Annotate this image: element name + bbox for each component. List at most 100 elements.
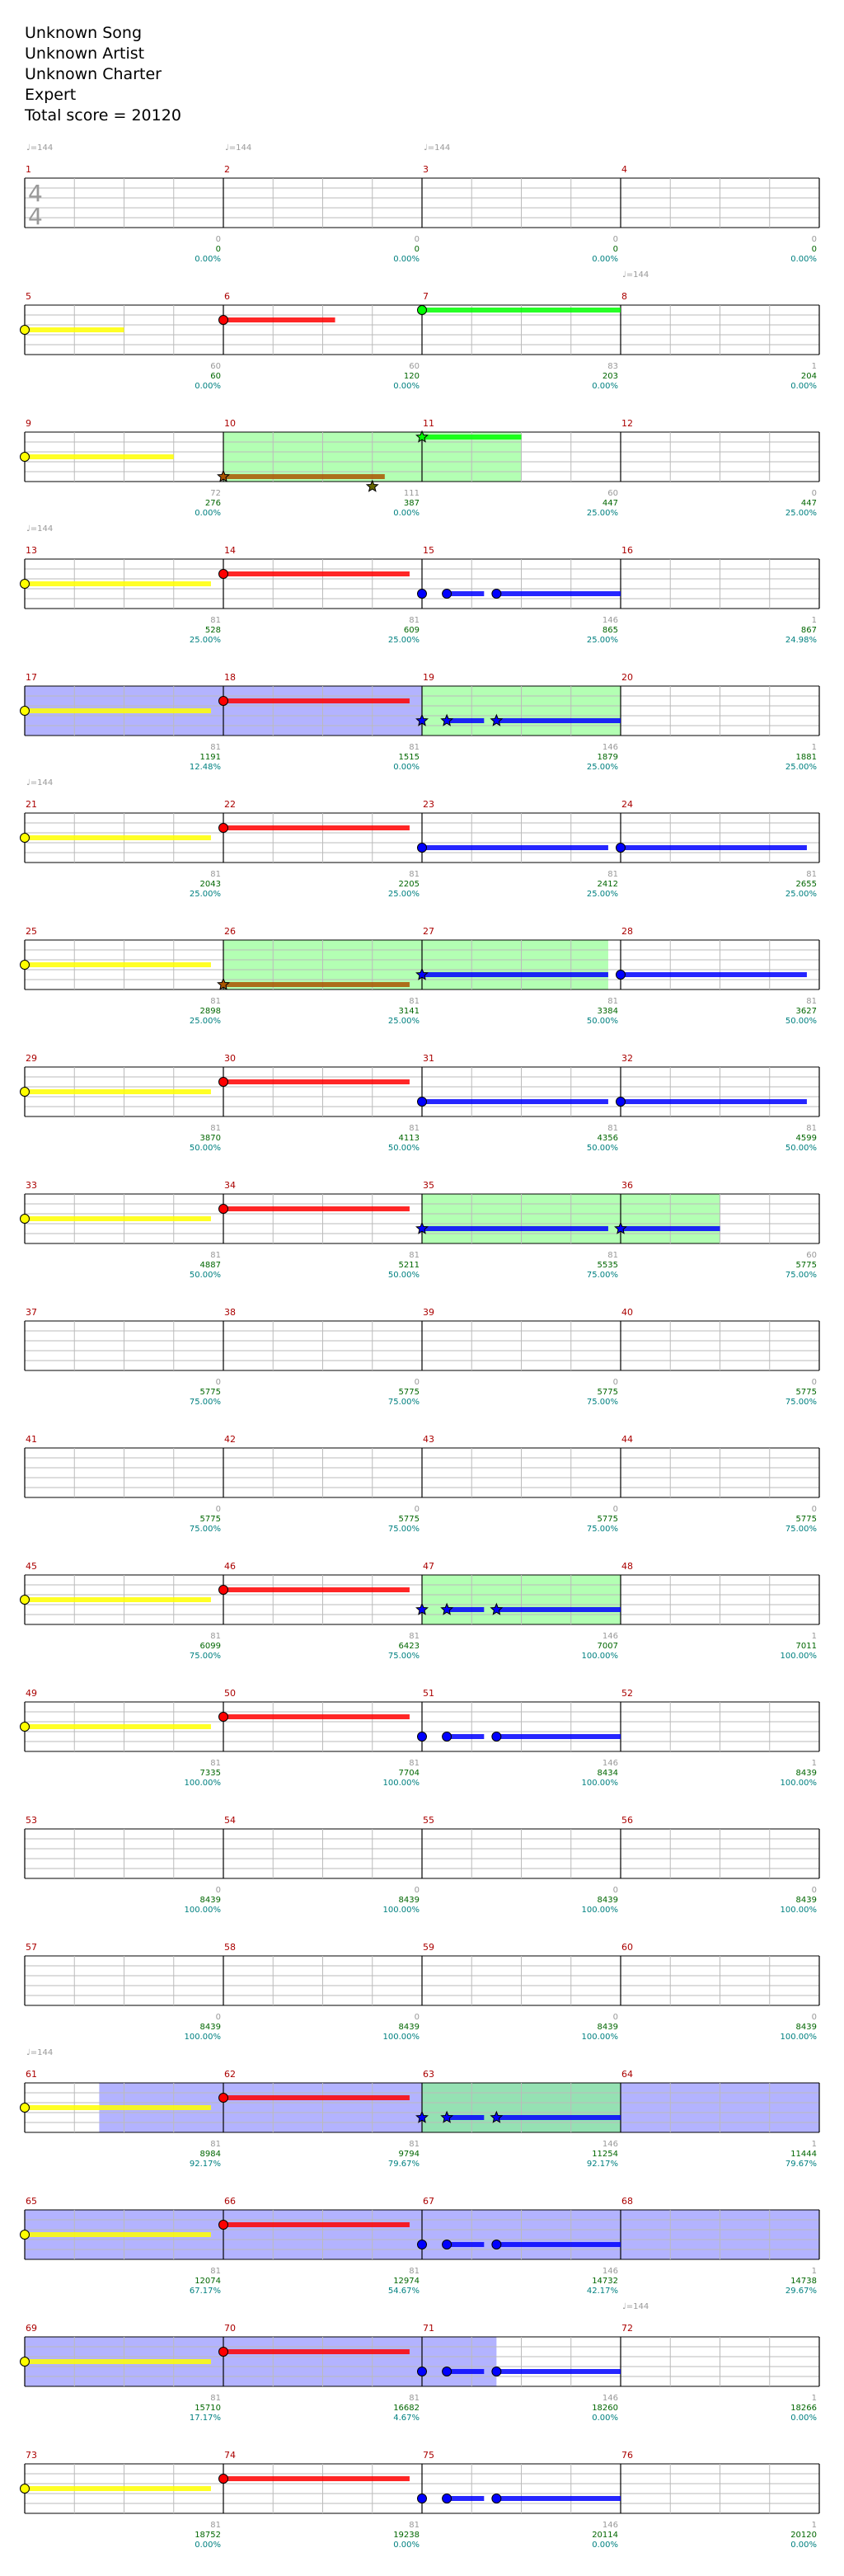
note-gem [218, 2474, 228, 2484]
measure-number: 76 [621, 2450, 633, 2461]
note-gem [442, 2494, 452, 2503]
note-gem [491, 2494, 502, 2503]
measure-number: 46 [224, 1561, 236, 1572]
measure-score: 19238 [393, 2531, 420, 2540]
measure-note-count: 0 [613, 1505, 618, 1514]
measure-number: 61 [26, 2069, 37, 2080]
measure-score: 9794 [399, 2150, 420, 2159]
star-note [614, 1221, 627, 1234]
star-note [440, 713, 454, 726]
measure-score: 1515 [399, 753, 420, 762]
star-note [440, 1602, 454, 1615]
measure-score: 18260 [592, 2404, 618, 2413]
measure-score: 18752 [195, 2531, 221, 2540]
measure-score: 447 [603, 499, 618, 508]
star-note [217, 977, 230, 990]
measure-score: 8439 [200, 2023, 221, 2032]
note-gem [218, 569, 228, 579]
measure-note-count: 146 [603, 2521, 618, 2530]
measure-note-count: 81 [806, 870, 817, 879]
measure-number: 60 [621, 1942, 633, 1953]
measure-note-count: 0 [812, 1378, 817, 1387]
measure-note-count: 81 [409, 616, 420, 625]
measure-number: 32 [621, 1053, 633, 1064]
measure-number: 14 [224, 545, 236, 556]
measure-note-count: 72 [210, 489, 221, 498]
star-note [217, 469, 230, 482]
measure-note-count: 81 [409, 870, 420, 879]
measure-score: 7335 [200, 1769, 221, 1778]
measure-score: 12074 [195, 2277, 221, 2286]
note-gem [20, 2230, 30, 2240]
measure-score: 387 [404, 499, 420, 508]
measure-note-count: 81 [607, 1124, 618, 1133]
measure-note-count: 111 [404, 489, 420, 498]
note-gem [20, 2103, 30, 2113]
measure-percent: 25.00% [785, 890, 817, 899]
measure-score: 5775 [598, 1388, 618, 1397]
note-gem [20, 579, 30, 589]
measure-note-count: 0 [415, 2013, 420, 2022]
measure-percent: 25.00% [785, 763, 817, 772]
measure-percent: 25.00% [587, 763, 618, 772]
measure-percent: 17.17% [190, 2414, 221, 2423]
measure-score: 203 [603, 372, 618, 381]
measure-score: 8439 [399, 2023, 420, 2032]
staff-row [24, 685, 820, 736]
measure-note-count: 81 [409, 1251, 420, 1260]
staff-row [24, 1955, 820, 2006]
measure-note-count: 0 [613, 2013, 618, 2022]
tempo-marker: ♩=144 [26, 143, 53, 153]
measure-score: 0 [216, 245, 221, 254]
measure-number: 28 [621, 926, 633, 937]
measure-number: 19 [423, 672, 434, 683]
measure-percent: 50.00% [190, 1271, 221, 1280]
staff-row [24, 939, 820, 990]
measure-note-count: 81 [210, 997, 221, 1006]
measure-note-count: 81 [409, 2140, 420, 2149]
song-title: Unknown Song [25, 24, 143, 42]
measure-note-count: 81 [210, 616, 221, 625]
star-note [490, 713, 504, 726]
measure-percent: 100.00% [582, 1779, 619, 1788]
measure-number: 43 [423, 1434, 434, 1445]
star-note [415, 713, 429, 726]
note-gem [218, 2347, 228, 2357]
measure-percent: 0.00% [790, 2414, 817, 2423]
measure-score: 0 [613, 245, 618, 254]
measure-note-count: 81 [607, 1251, 618, 1260]
measure-number: 22 [224, 799, 236, 810]
measure-percent: 0.00% [393, 382, 420, 391]
measure-note-count: 0 [613, 235, 618, 244]
measure-percent: 0.00% [393, 763, 420, 772]
measure-note-count: 1 [812, 743, 817, 752]
measure-number: 9 [26, 418, 31, 429]
measure-number: 7 [423, 291, 429, 302]
measure-percent: 0.00% [195, 382, 221, 391]
measure-note-count: 81 [210, 2394, 221, 2403]
measure-note-count: 81 [409, 743, 420, 752]
measure-number: 17 [26, 672, 37, 683]
measure-percent: 0.00% [195, 255, 221, 264]
measure-note-count: 1 [812, 2521, 817, 2530]
measure-score: 18266 [790, 2404, 817, 2413]
tempo-marker: ♩=144 [622, 270, 649, 280]
note-gem [20, 1595, 30, 1605]
measure-percent: 100.00% [582, 1906, 619, 1915]
measure-number: 23 [423, 799, 434, 810]
measure-score: 2043 [200, 880, 221, 889]
measure-score: 8984 [200, 2150, 221, 2159]
measure-score: 5775 [796, 1261, 817, 1270]
measure-number: 31 [423, 1053, 434, 1064]
measure-note-count: 0 [812, 489, 817, 498]
note-gem [218, 823, 228, 833]
measure-percent: 0.00% [592, 255, 618, 264]
measure-score: 2412 [598, 880, 618, 889]
measure-percent: 25.00% [388, 1017, 420, 1026]
note-gem [20, 2357, 30, 2367]
note-gem [218, 1585, 228, 1595]
measure-number: 18 [224, 672, 236, 683]
measure-score: 3870 [200, 1134, 221, 1143]
time-signature-bottom: 4 [28, 203, 43, 230]
